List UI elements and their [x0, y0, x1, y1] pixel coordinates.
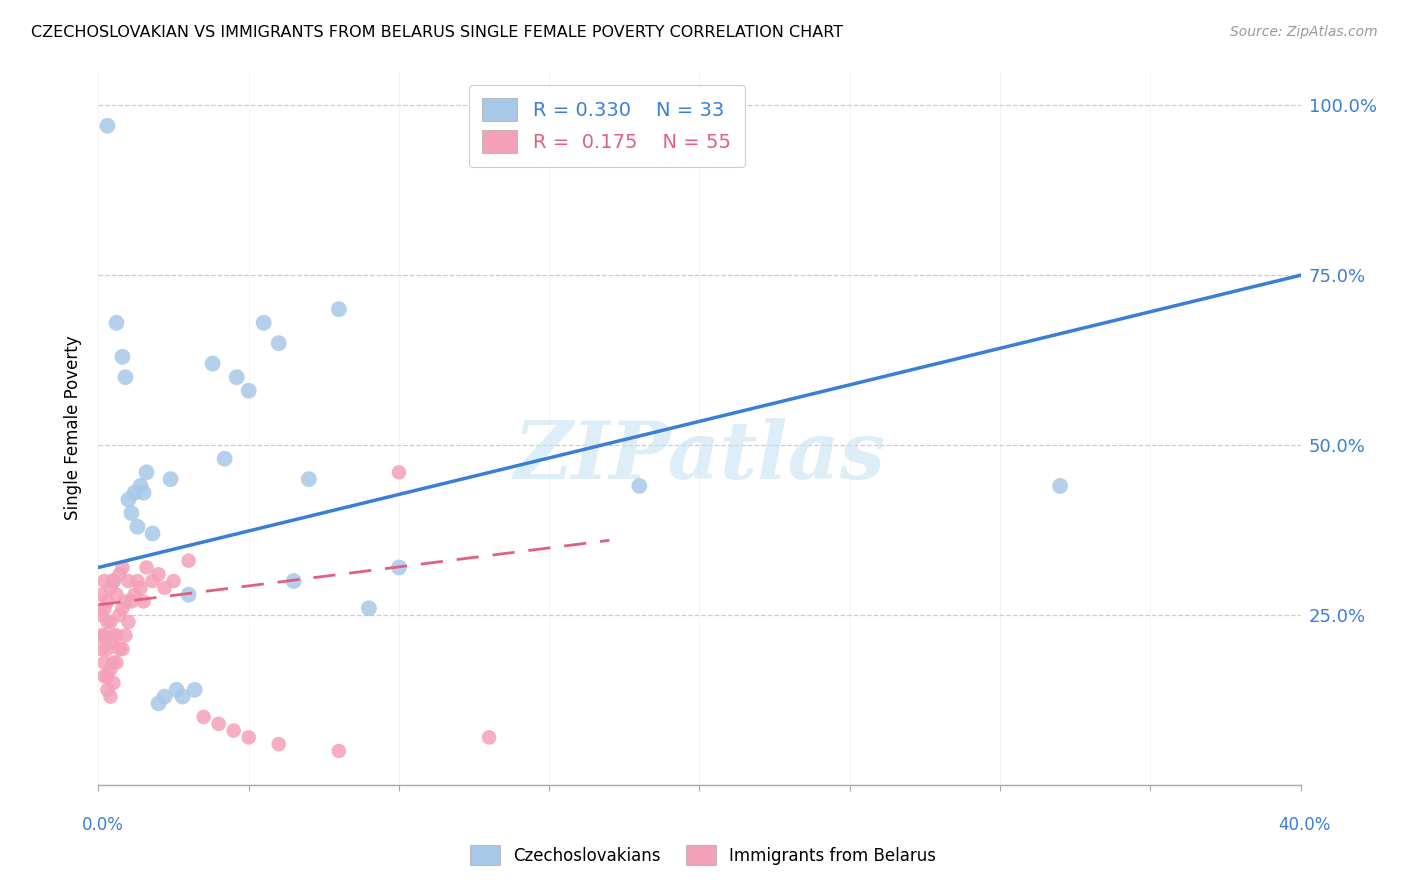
Point	[193, 710, 215, 724]
Point	[148, 697, 170, 711]
Point	[127, 574, 149, 588]
Point	[114, 370, 136, 384]
Text: 0.0%: 0.0%	[82, 816, 124, 834]
Point	[238, 731, 260, 745]
Point	[96, 682, 118, 697]
Point	[267, 737, 290, 751]
Point	[328, 302, 350, 317]
Point	[127, 519, 149, 533]
Point	[96, 642, 118, 657]
Point	[93, 669, 115, 683]
Point	[124, 485, 146, 500]
Point	[298, 472, 321, 486]
Point	[90, 588, 112, 602]
Y-axis label: Single Female Poverty: Single Female Poverty	[65, 336, 83, 520]
Point	[96, 594, 118, 608]
Point	[166, 682, 188, 697]
Point	[388, 466, 411, 480]
Point	[96, 669, 118, 683]
Point	[103, 676, 125, 690]
Point	[148, 567, 170, 582]
Point	[96, 119, 118, 133]
Point	[96, 615, 118, 629]
Point	[114, 594, 136, 608]
Point	[208, 716, 231, 731]
Point	[100, 635, 122, 649]
Point	[1049, 479, 1071, 493]
Point	[103, 574, 125, 588]
Point	[183, 682, 205, 697]
Point	[628, 479, 651, 493]
Point	[267, 336, 290, 351]
Text: Source: ZipAtlas.com: Source: ZipAtlas.com	[1230, 25, 1378, 39]
Legend: Czechoslovakians, Immigrants from Belarus: Czechoslovakians, Immigrants from Belaru…	[461, 837, 945, 873]
Point	[111, 601, 134, 615]
Point	[141, 526, 163, 541]
Point	[111, 642, 134, 657]
Point	[108, 642, 131, 657]
Point	[90, 642, 112, 657]
Text: CZECHOSLOVAKIAN VS IMMIGRANTS FROM BELARUS SINGLE FEMALE POVERTY CORRELATION CHA: CZECHOSLOVAKIAN VS IMMIGRANTS FROM BELAR…	[31, 25, 844, 40]
Point	[177, 554, 200, 568]
Point	[90, 608, 112, 623]
Point	[129, 479, 152, 493]
Point	[225, 370, 247, 384]
Point	[100, 662, 122, 676]
Point	[153, 581, 176, 595]
Point	[103, 628, 125, 642]
Point	[238, 384, 260, 398]
Point	[478, 731, 501, 745]
Point	[108, 608, 131, 623]
Point	[117, 615, 139, 629]
Point	[111, 350, 134, 364]
Point	[100, 615, 122, 629]
Point	[121, 506, 143, 520]
Point	[201, 357, 224, 371]
Point	[93, 628, 115, 642]
Point	[117, 492, 139, 507]
Point	[100, 581, 122, 595]
Point	[105, 316, 128, 330]
Point	[159, 472, 181, 486]
Point	[105, 656, 128, 670]
Point	[388, 560, 411, 574]
Point	[135, 466, 157, 480]
Point	[105, 628, 128, 642]
Point	[103, 656, 125, 670]
Point	[105, 588, 128, 602]
Point	[93, 601, 115, 615]
Point	[117, 574, 139, 588]
Point	[172, 690, 194, 704]
Point	[253, 316, 276, 330]
Point	[114, 628, 136, 642]
Point	[90, 628, 112, 642]
Text: 40.0%: 40.0%	[1278, 816, 1331, 834]
Point	[121, 594, 143, 608]
Point	[93, 656, 115, 670]
Point	[100, 690, 122, 704]
Point	[177, 588, 200, 602]
Point	[132, 594, 155, 608]
Point	[222, 723, 245, 738]
Legend: R = 0.330    N = 33, R =  0.175    N = 55: R = 0.330 N = 33, R = 0.175 N = 55	[468, 85, 745, 167]
Point	[162, 574, 184, 588]
Point	[283, 574, 305, 588]
Text: ZIPatlas: ZIPatlas	[513, 418, 886, 495]
Point	[93, 574, 115, 588]
Point	[135, 560, 157, 574]
Point	[153, 690, 176, 704]
Point	[129, 581, 152, 595]
Point	[111, 560, 134, 574]
Point	[132, 485, 155, 500]
Point	[108, 567, 131, 582]
Point	[214, 451, 236, 466]
Point	[357, 601, 380, 615]
Point	[141, 574, 163, 588]
Point	[124, 588, 146, 602]
Point	[103, 574, 125, 588]
Point	[328, 744, 350, 758]
